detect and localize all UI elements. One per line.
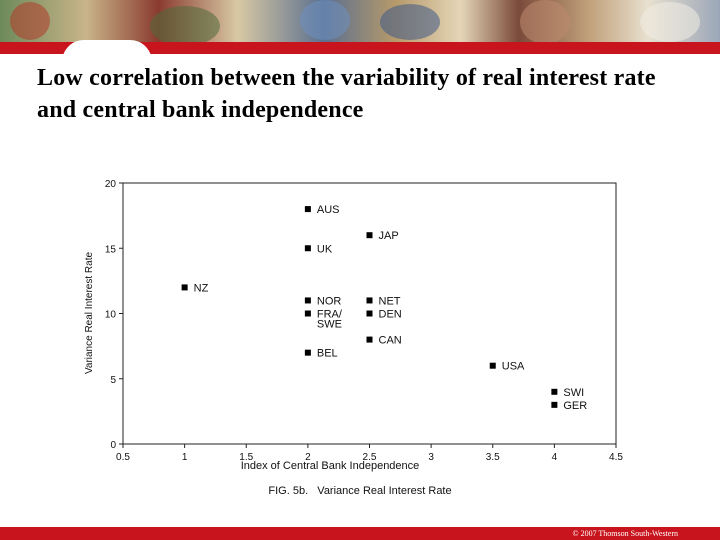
point-label: DEN: [379, 309, 402, 321]
point-label: NOR: [317, 295, 342, 307]
x-tick-label: 0.5: [116, 452, 130, 463]
x-tick-label: 2.5: [363, 452, 377, 463]
x-axis-label: Index of Central Bank Independence: [241, 460, 420, 472]
x-tick-label: 1: [182, 452, 188, 463]
point-label: USA: [502, 361, 525, 373]
point-label: UK: [317, 243, 333, 255]
y-tick-label: 10: [105, 310, 117, 321]
point-label: JAP: [379, 230, 399, 242]
x-tick-label: 1.5: [239, 452, 253, 463]
slide-title: Low correlation between the variability …: [37, 65, 656, 123]
scatter-chart: 0.5 1 1.5 2 2.5 3 3.5 4 4.5 0 5 10 15 20 AUS UK NZ NOR FR…: [84, 179, 623, 497]
data-point: [551, 401, 558, 408]
y-tick-label: 5: [110, 375, 116, 386]
data-point: [366, 310, 373, 317]
y-tick-label: 20: [105, 179, 117, 190]
footer-accent-bar: [0, 527, 720, 540]
data-point: [489, 362, 496, 369]
point-label: AUS: [317, 204, 340, 216]
header-tab-shape: [62, 40, 152, 62]
data-point: [304, 349, 311, 356]
header-photo-banner: [0, 0, 720, 44]
point-label: CAN: [379, 335, 402, 347]
data-point: [304, 245, 311, 252]
point-label: GER: [563, 400, 587, 412]
data-point: [366, 297, 373, 304]
data-point: [304, 297, 311, 304]
data-point: [181, 284, 188, 291]
point-label: BEL: [317, 348, 338, 360]
copyright-notice: © 2007 Thomson South-Western: [572, 529, 678, 538]
y-tick-label: 15: [105, 244, 117, 255]
x-tick-label: 2: [305, 452, 311, 463]
x-tick-label: 3.5: [486, 452, 500, 463]
x-tick-label: 4.5: [609, 452, 623, 463]
y-tick-label: 0: [110, 440, 116, 451]
point-label: SWI: [563, 387, 584, 399]
y-axis-label: Variance Real Interest Rate: [84, 252, 95, 375]
data-point: [304, 310, 311, 317]
point-label: NZ: [194, 282, 209, 294]
chart-caption: FIG. 5b. Variance Real Interest Rate: [268, 485, 451, 497]
x-tick-label: 4: [552, 452, 558, 463]
data-point: [304, 206, 311, 213]
data-point: [366, 232, 373, 239]
header-accent-bar: [0, 42, 720, 54]
data-point: [551, 388, 558, 395]
point-label: FRA/SWE: [317, 309, 343, 331]
point-label: NET: [379, 295, 401, 307]
x-tick-label: 3: [428, 452, 434, 463]
data-point: [366, 336, 373, 343]
